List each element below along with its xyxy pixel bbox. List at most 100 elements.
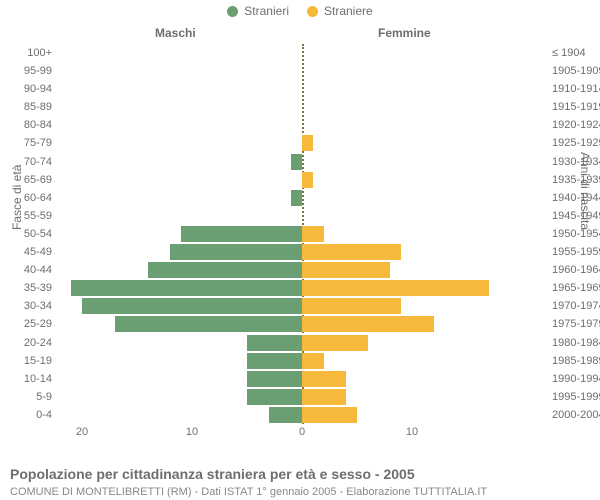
pyramid-row: 5-91995-1999 [60,388,544,406]
age-label: 100+ [0,44,52,62]
bar-pair [60,154,544,170]
pyramid-row: 45-491955-1959 [60,243,544,261]
x-tick: 10 [186,426,198,438]
bar-pair [60,135,544,151]
legend-swatch-male [227,6,238,17]
birth-year-label: 1915-1919 [552,98,600,116]
pyramid-row: 35-391965-1969 [60,279,544,297]
age-label: 90-94 [0,80,52,98]
age-label: 35-39 [0,279,52,297]
birth-year-label: 1910-1914 [552,80,600,98]
x-tick: 10 [406,426,418,438]
age-label: 15-19 [0,352,52,370]
bar-pair [60,117,544,133]
birth-year-label: 1935-1939 [552,171,600,189]
birth-year-label: 1985-1989 [552,352,600,370]
age-label: 75-79 [0,134,52,152]
bar-male [269,407,302,423]
pyramid-row: 20-241980-1984 [60,334,544,352]
bar-pair [60,45,544,61]
bar-pair [60,262,544,278]
bar-pair [60,99,544,115]
birth-year-label: 1905-1909 [552,62,600,80]
birth-year-label: 1960-1964 [552,261,600,279]
bar-male [181,226,302,242]
age-label: 10-14 [0,370,52,388]
age-label: 30-34 [0,297,52,315]
legend-swatch-female [307,6,318,17]
birth-year-label: 1995-1999 [552,388,600,406]
header-male: Maschi [155,26,196,40]
bar-male [247,371,302,387]
bar-female [302,371,346,387]
x-tick: 20 [76,426,88,438]
footer-subtitle: COMUNE DI MONTELIBRETTI (RM) - Dati ISTA… [10,486,487,498]
pyramid-row: 90-941910-1914 [60,80,544,98]
birth-year-label: 1955-1959 [552,243,600,261]
bar-pair [60,63,544,79]
pyramid-row: 50-541950-1954 [60,225,544,243]
legend: Stranieri Straniere [0,4,600,18]
bar-female [302,244,401,260]
bar-male [170,244,302,260]
bar-pair [60,208,544,224]
birth-year-label: 1945-1949 [552,207,600,225]
bar-female [302,172,313,188]
pyramid-row: 70-741930-1934 [60,153,544,171]
bar-female [302,353,324,369]
pyramid-row: 60-641940-1944 [60,189,544,207]
bar-male [247,389,302,405]
age-label: 45-49 [0,243,52,261]
age-label: 95-99 [0,62,52,80]
pyramid-row: 75-791925-1929 [60,134,544,152]
pyramid-row: 30-341970-1974 [60,297,544,315]
bar-male [148,262,302,278]
age-label: 20-24 [0,334,52,352]
legend-label-female: Straniere [324,4,373,18]
birth-year-label: 2000-2004 [552,406,600,424]
pyramid-row: 100+≤ 1904 [60,44,544,62]
bar-male [71,280,302,296]
bar-male [115,316,302,332]
bar-pair [60,244,544,260]
birth-year-label: 1980-1984 [552,334,600,352]
pyramid-row: 15-191985-1989 [60,352,544,370]
bar-female [302,316,434,332]
bar-pair [60,226,544,242]
bar-pair [60,172,544,188]
birth-year-label: 1975-1979 [552,315,600,333]
header-female: Femmine [378,26,431,40]
pyramid-chart: 100+≤ 190495-991905-190990-941910-191485… [60,44,544,424]
bar-male [291,154,302,170]
age-label: 55-59 [0,207,52,225]
age-label: 60-64 [0,189,52,207]
birth-year-label: 1965-1969 [552,279,600,297]
legend-item-female: Straniere [307,4,373,18]
birth-year-label: 1950-1954 [552,225,600,243]
chart-footer: Popolazione per cittadinanza straniera p… [10,466,590,482]
bar-male [247,353,302,369]
bar-male [82,298,302,314]
age-label: 0-4 [0,406,52,424]
bar-female [302,226,324,242]
pyramid-row: 95-991905-1909 [60,62,544,80]
legend-label-male: Stranieri [244,4,289,18]
bar-pair [60,190,544,206]
footer-title: Popolazione per cittadinanza straniera p… [10,466,590,482]
x-tick: 0 [299,426,305,438]
bar-female [302,389,346,405]
bar-pair [60,389,544,405]
bar-female [302,407,357,423]
age-label: 5-9 [0,388,52,406]
birth-year-label: 1990-1994 [552,370,600,388]
pyramid-row: 0-42000-2004 [60,406,544,424]
birth-year-label: 1920-1924 [552,116,600,134]
bar-pair [60,81,544,97]
age-label: 85-89 [0,98,52,116]
x-axis: 20 10 0 10 [60,424,544,442]
birth-year-label: ≤ 1904 [552,44,600,62]
pyramid-row: 25-291975-1979 [60,315,544,333]
bar-male [247,335,302,351]
birth-year-label: 1925-1929 [552,134,600,152]
legend-item-male: Stranieri [227,4,289,18]
